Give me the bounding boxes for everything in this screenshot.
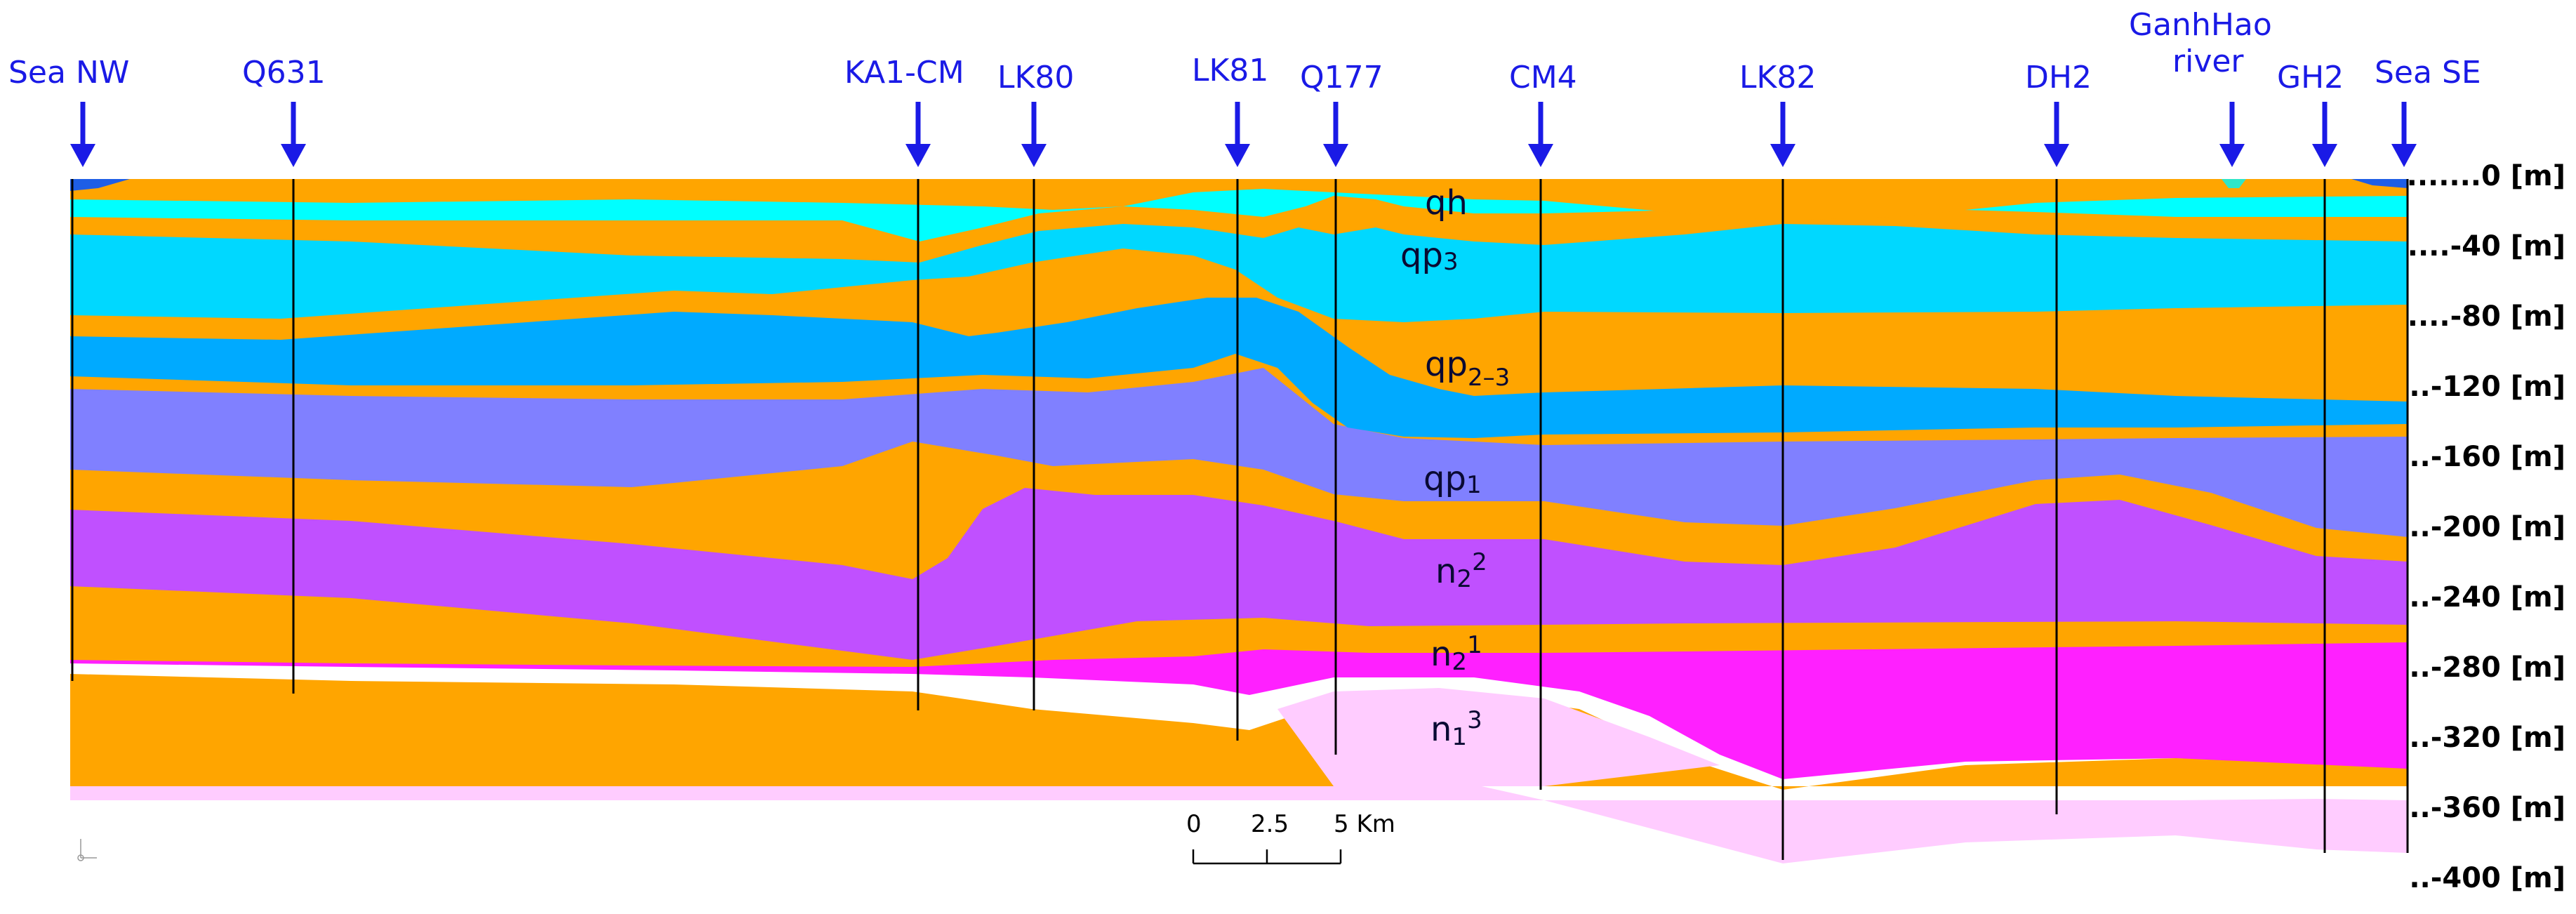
layer-surface-cover [70, 179, 2408, 220]
layer-qp1 [70, 365, 2408, 537]
depth-tick-label: ..-240 [m] [2409, 581, 2565, 614]
scale-label-5km: 5 Km [1334, 810, 1395, 838]
strata [70, 179, 2408, 863]
depth-tick-label: ..-320 [m] [2409, 722, 2565, 754]
unit-label-n21: n21 [1430, 631, 1482, 676]
orientation-icon [77, 839, 97, 861]
well-label-gh2: GH2 [2277, 60, 2344, 95]
arrow-ganhhao [2219, 102, 2245, 167]
depth-tick-label: ..-200 [m] [2409, 511, 2565, 543]
arrow-ka1-cm [905, 102, 931, 167]
well-label-dh2: DH2 [2025, 60, 2092, 95]
layer-n13-upper [1277, 688, 1720, 786]
depth-tick-label: ..-120 [m] [2409, 371, 2565, 403]
layer-qh [70, 186, 2408, 241]
depth-tick-label: ..-360 [m] [2409, 792, 2565, 824]
well-label-ka1-cm: KA1-CM [844, 55, 964, 91]
arrow-dh2 [2044, 102, 2069, 167]
unit-label-qp2-3: qp2–3 [1425, 345, 1510, 392]
depth-axis: .......0 [m] ....-40 [m] ....-80 [m] ..-120… [2407, 160, 2565, 894]
unit-label-qp3: qp3 [1400, 236, 1459, 276]
arrow-q177 [1323, 102, 1348, 167]
well-labels: Sea NW Q631 KA1-CM LK80 LK81 Q177 CM4 LK… [8, 7, 2481, 95]
well-label-lk81: LK81 [1192, 53, 1268, 88]
well-label-cm4: CM4 [1509, 60, 1577, 95]
unit-label-n22: n22 [1435, 548, 1487, 593]
layer-n21 [70, 632, 2408, 779]
arrow-cm4 [1528, 102, 1553, 167]
scale-label-2-5: 2.5 [1251, 810, 1289, 838]
well-arrows [70, 102, 2417, 167]
well-label-lk82: LK82 [1739, 60, 1816, 95]
depth-tick-label: ..-160 [m] [2409, 441, 2565, 473]
depth-tick-label: ....-80 [m] [2408, 300, 2565, 333]
arrow-sea-se [2391, 102, 2417, 167]
unit-label-qp1: qp1 [1423, 459, 1482, 499]
unit-labels: qh qp3 qp2–3 qp1 n22 n21 n13 [1400, 183, 1510, 751]
layer-aquitard-2 [70, 246, 2408, 402]
well-label-ganhhao: GanhHao [2129, 7, 2272, 43]
well-label-lk80: LK80 [997, 60, 1074, 95]
arrow-sea-nw [70, 102, 95, 167]
unit-label-n13: n13 [1430, 706, 1482, 751]
well-label-sea-nw: Sea NW [8, 55, 129, 91]
layer-qp23 [70, 295, 2408, 438]
sea-nw-water [70, 179, 130, 191]
layer-n22 [70, 484, 2408, 660]
layer-aquitard-4 [70, 439, 2408, 579]
scale-label-0: 0 [1186, 810, 1202, 838]
well-label-q177: Q177 [1300, 60, 1383, 95]
layer-n13-right [2176, 799, 2408, 853]
river-water [2222, 179, 2246, 188]
depth-tick-label: .......0 [m] [2407, 160, 2565, 192]
depth-tick-label: ..-400 [m] [2409, 862, 2565, 894]
arrow-lk82 [1770, 102, 1795, 167]
depth-tick-label: ....-40 [m] [2408, 230, 2565, 263]
scale-bar [1192, 849, 1342, 865]
arrow-q631 [281, 102, 306, 167]
layer-qp3 [70, 221, 2408, 322]
sea-se-water [2351, 179, 2408, 188]
unit-label-qh: qh [1425, 183, 1468, 223]
well-label-q631: Q631 [242, 55, 326, 91]
well-label-sea-se: Sea SE [2375, 55, 2481, 91]
well-label-ganhhao-river: river [2172, 44, 2244, 79]
depth-tick-label: ..-280 [m] [2409, 651, 2565, 684]
layer-aquitard-6 [70, 674, 2408, 790]
arrow-gh2 [2312, 102, 2337, 167]
layer-aquitard-3 [70, 351, 2408, 445]
arrow-lk80 [1021, 102, 1047, 167]
layer-aquitard-5 [70, 583, 2408, 667]
arrow-lk81 [1225, 102, 1250, 167]
boreholes [71, 179, 2409, 860]
